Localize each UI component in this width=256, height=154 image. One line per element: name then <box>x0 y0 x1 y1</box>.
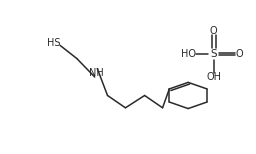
Text: HO: HO <box>181 49 196 59</box>
Text: O: O <box>210 26 218 36</box>
Text: O: O <box>236 49 243 59</box>
Text: OH: OH <box>206 72 221 82</box>
Text: HS: HS <box>47 38 60 48</box>
Text: S: S <box>210 49 217 59</box>
Text: NH: NH <box>89 68 103 78</box>
